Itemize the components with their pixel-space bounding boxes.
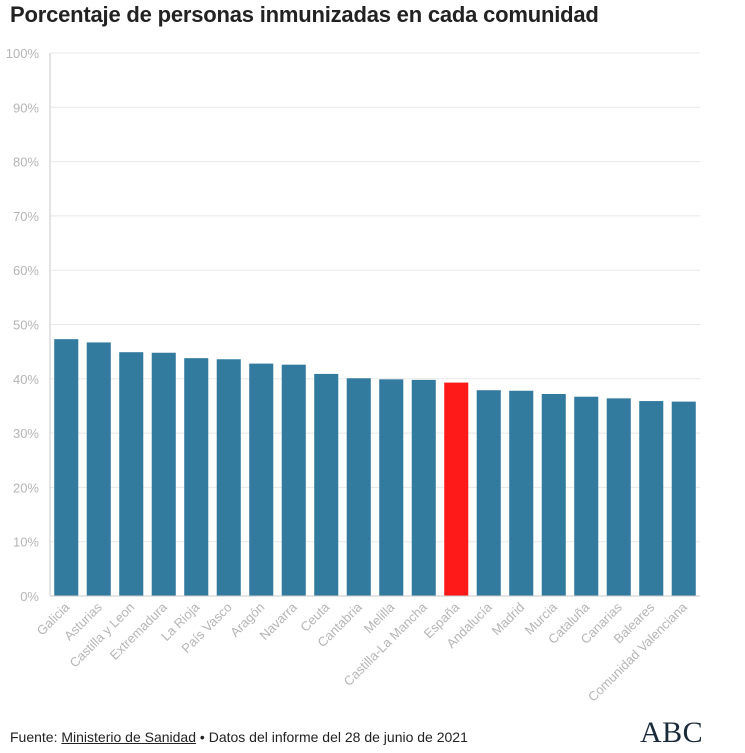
bar <box>151 352 176 596</box>
grid-lines <box>50 52 700 543</box>
y-tick-label: 30% <box>13 426 39 441</box>
bar <box>249 363 274 596</box>
footer-prefix: Fuente: <box>10 729 62 745</box>
bar <box>281 364 306 596</box>
y-tick-label: 70% <box>13 209 39 224</box>
y-tick-label: 90% <box>13 100 39 115</box>
bar <box>476 390 501 596</box>
y-tick-label: 80% <box>13 155 39 170</box>
bar <box>119 352 144 596</box>
chart-title: Porcentaje de personas inmunizadas en ca… <box>10 2 599 27</box>
y-tick-label: 10% <box>13 535 39 550</box>
bar <box>346 378 371 596</box>
y-tick-label: 60% <box>13 263 39 278</box>
footer-separator: • <box>196 729 209 745</box>
bar <box>379 379 404 596</box>
bar <box>216 359 241 596</box>
source-link[interactable]: Ministerio de Sanidad <box>61 729 197 745</box>
y-tick-label: 40% <box>13 372 39 387</box>
bar <box>184 358 209 596</box>
axes <box>49 53 700 597</box>
y-tick-label: 50% <box>13 318 39 333</box>
bar <box>574 396 599 596</box>
x-tick-label: Navarra <box>257 599 301 643</box>
bars <box>54 339 696 596</box>
y-tick-label: 100% <box>6 46 40 61</box>
bar <box>639 401 664 596</box>
y-tick-label: 20% <box>13 480 39 495</box>
bar <box>509 390 534 596</box>
y-tick-label: 0% <box>20 589 39 604</box>
bar <box>671 401 696 596</box>
bar <box>54 339 79 596</box>
bar <box>86 342 111 596</box>
bar <box>541 394 566 596</box>
bar <box>606 398 631 596</box>
y-axis-tick-labels: 0% 10% 20% 30% 40% 50% 60% 70% 80% 90% 100% <box>6 46 40 604</box>
footer-source-note: Fuente: Ministerio de Sanidad • Datos de… <box>10 729 468 745</box>
abc-logo: ABC <box>640 716 704 749</box>
bar <box>444 382 469 596</box>
bar <box>411 379 436 596</box>
footer-note: Datos del informe del 28 de junio de 202… <box>208 729 468 745</box>
x-tick-label: Madrid <box>489 600 528 639</box>
bar <box>314 373 339 596</box>
